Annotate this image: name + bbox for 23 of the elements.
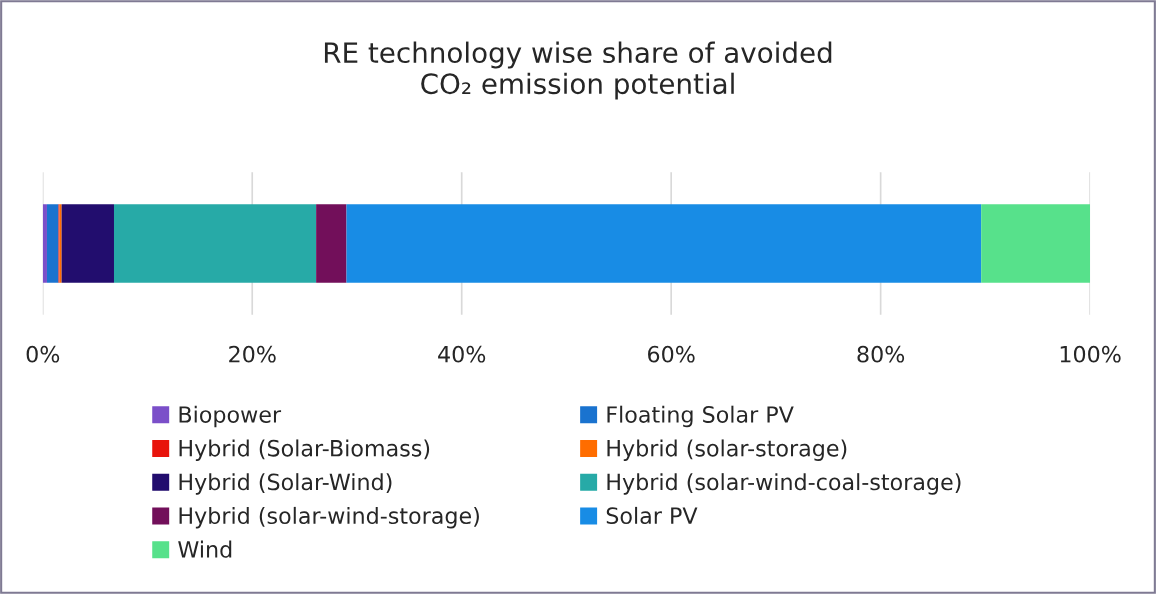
x-tick-label: 80% [857,345,905,363]
legend-label: Floating Solar PV [607,405,794,428]
bar [61,204,114,283]
legend-label: Solar PV [606,506,698,525]
x-tick-label: 0% [26,345,60,363]
bar [46,204,59,283]
x-tick-label: 60% [648,345,695,363]
legend-label: Hybrid (solar-wind-storage) [179,506,479,529]
bar [316,204,347,283]
legend-label: Hybrid (Solar-Biomass) [179,439,430,461]
bar [42,204,47,283]
x-tick-label: 100% [1060,345,1121,363]
legend-label: Hybrid (solar-storage) [607,439,847,461]
legend-label: Hybrid (Solar-Wind) [179,473,392,495]
x-tick-label: 20% [229,345,276,363]
legend-label: Biopower [179,405,282,428]
legend-label: Wind [178,540,232,558]
legend-label: Hybrid (solar-wind-coal-storage) [607,473,961,495]
chart-title: RE technology wise share of avoided CO₂ emission potential [324,41,832,100]
bar [346,204,982,283]
x-tick-label: 40% [438,345,486,363]
bar [113,204,317,283]
bar [981,204,1091,283]
